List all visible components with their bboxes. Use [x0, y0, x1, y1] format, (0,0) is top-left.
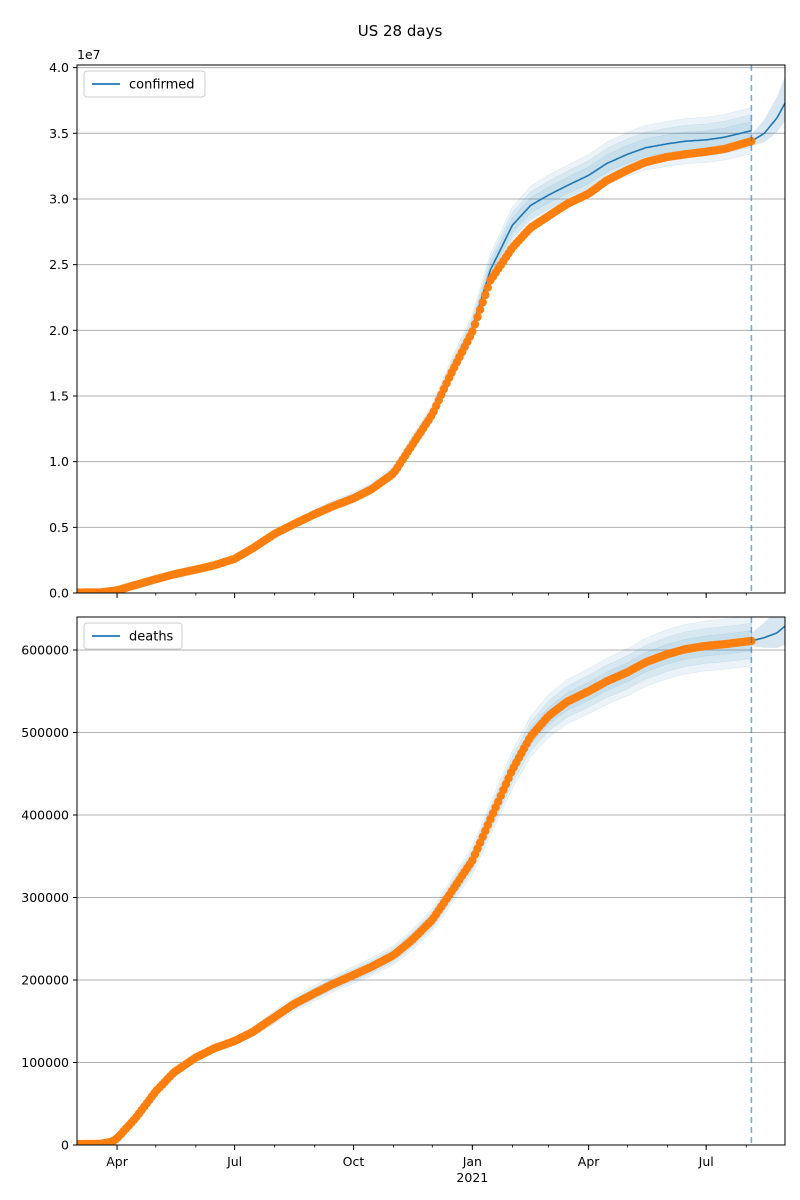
ytick-label: 3.5	[49, 126, 69, 141]
observed-point	[470, 320, 480, 329]
ytick-label: 0.0	[49, 586, 69, 601]
observed-point	[483, 283, 492, 292]
observed-point	[747, 137, 756, 146]
ytick-label: 4.0	[49, 60, 69, 75]
uncertainty-band	[77, 107, 752, 593]
observed-series	[77, 636, 756, 1145]
confirmed-panel: 0.0 0.5 1.0 1.5 2.0 2.5 3.0 3.5 4.0 1e7 confirmed	[49, 47, 786, 601]
ytick-label: 500000	[21, 725, 69, 740]
legend-box	[83, 622, 183, 650]
deaths-panel: 0 100000 200000 300000 400000 500000 600000 Apr…	[21, 616, 786, 1185]
ytick-label: 400000	[21, 808, 69, 823]
axes-frame	[76, 64, 786, 594]
xtick-label: Jul	[698, 1154, 714, 1169]
observed-point	[468, 327, 477, 336]
xtick-label: Apr	[106, 1154, 128, 1169]
axis-scale-label: 1e7	[77, 47, 101, 62]
legend: deaths	[83, 622, 183, 650]
forecast-band	[751, 617, 785, 648]
chart-title: US 28 days	[357, 22, 443, 40]
xtick-label: Oct	[343, 1154, 365, 1169]
forecast-line	[751, 625, 785, 642]
xtick-year-label: 2021	[456, 1170, 488, 1185]
uncertainty-band	[77, 114, 752, 593]
xtick-label: Jul	[226, 1154, 242, 1169]
ytick-label: 0	[61, 1138, 69, 1153]
xtick-label: Jan	[462, 1154, 482, 1169]
ytick-label: 2.5	[49, 257, 69, 272]
ytick-label: 300000	[21, 890, 69, 905]
ytick-label: 1.5	[49, 388, 69, 403]
forecast-line	[750, 102, 785, 142]
observed-point	[478, 298, 487, 307]
ytick-label: 1.0	[49, 454, 69, 469]
ytick-label: 200000	[21, 973, 69, 988]
observed-point	[473, 312, 482, 322]
uncertainty-band	[77, 121, 752, 593]
ytick-label: 2.0	[49, 323, 69, 338]
xtick-label: Apr	[578, 1154, 600, 1169]
ytick-label: 600000	[21, 643, 69, 658]
forecast-band	[751, 76, 785, 146]
plot-area	[77, 617, 785, 1145]
model-line	[77, 129, 752, 593]
legend: confirmed	[83, 70, 206, 98]
observed-point	[481, 290, 490, 300]
observed-point	[475, 305, 485, 314]
observed-series	[77, 137, 756, 593]
plot-area	[77, 76, 785, 593]
ytick-label: 100000	[21, 1055, 69, 1070]
legend-label: deaths	[129, 630, 174, 645]
ytick-label: 0.5	[49, 520, 69, 535]
legend-box	[83, 70, 206, 98]
ytick-label: 3.0	[49, 191, 69, 206]
axes-frame	[76, 616, 786, 1146]
legend-label: confirmed	[129, 78, 195, 93]
